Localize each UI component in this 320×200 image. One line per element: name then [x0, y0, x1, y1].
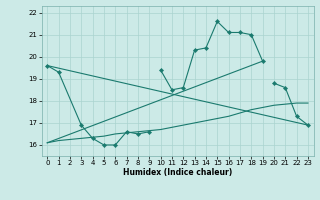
X-axis label: Humidex (Indice chaleur): Humidex (Indice chaleur) [123, 168, 232, 177]
